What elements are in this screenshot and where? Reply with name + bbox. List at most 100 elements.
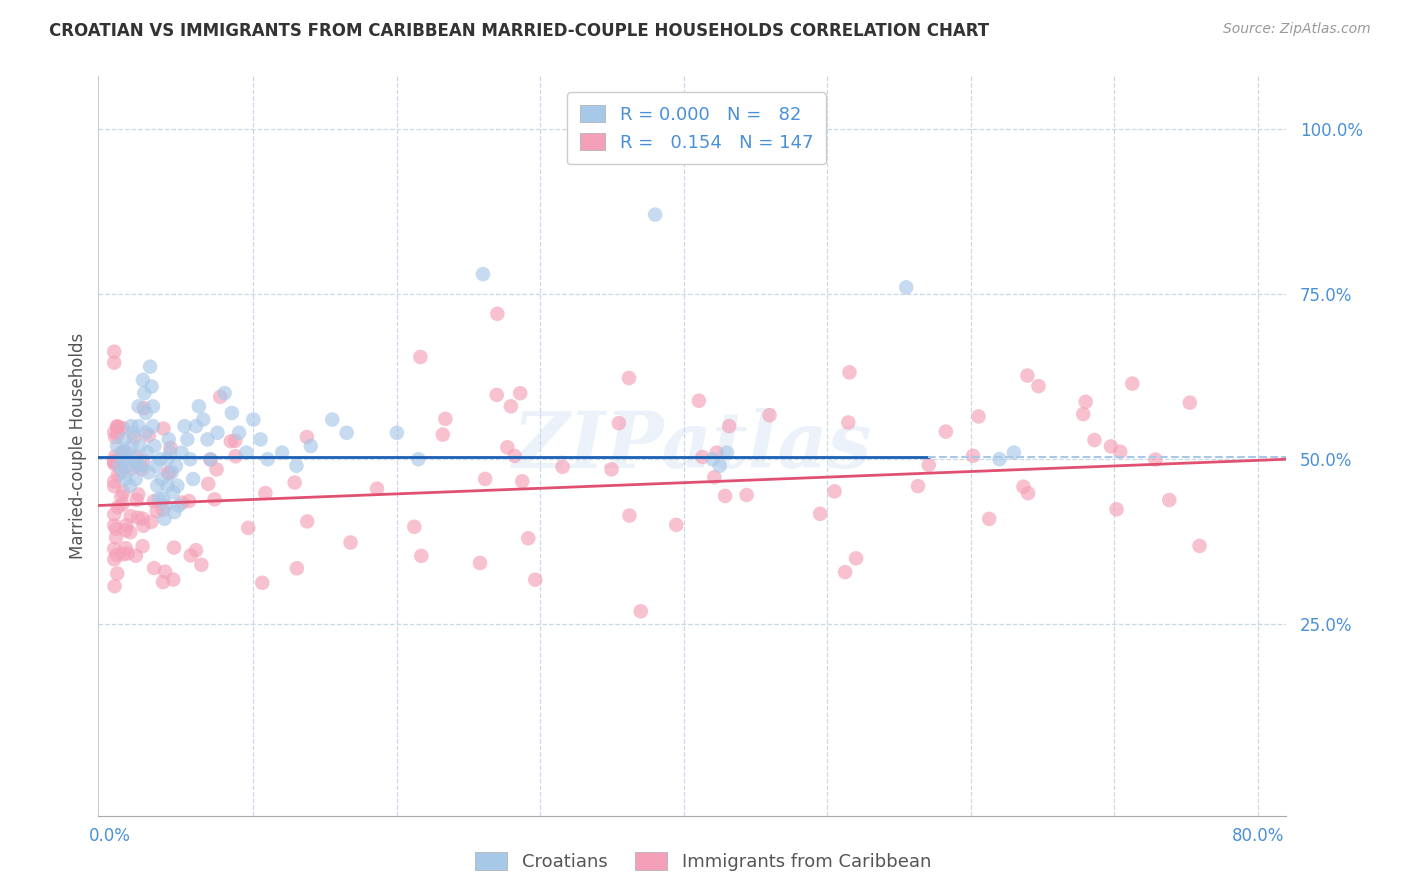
Point: [249, 433, 271, 447]
Point: [138, 466, 160, 480]
Point: [120, 439, 142, 453]
Text: ZIPatlas: ZIPatlas: [513, 408, 872, 484]
Point: [485, 388, 508, 402]
Point: [127, 458, 149, 473]
Point: [617, 371, 640, 385]
Point: [600, 462, 623, 476]
Point: [103, 579, 125, 593]
Point: [148, 491, 170, 506]
Point: [214, 386, 236, 401]
Point: [104, 449, 127, 463]
Point: [1178, 395, 1201, 409]
Point: [385, 425, 408, 440]
Point: [153, 512, 176, 526]
Point: [107, 467, 129, 482]
Point: [619, 508, 641, 523]
Point: [108, 458, 131, 473]
Point: [117, 458, 139, 473]
Point: [411, 549, 433, 563]
Point: [221, 406, 243, 420]
Point: [434, 412, 457, 426]
Point: [152, 575, 174, 590]
Legend: Croatians, Immigrants from Caribbean: Croatians, Immigrants from Caribbean: [468, 846, 938, 879]
Point: [105, 439, 128, 453]
Point: [142, 419, 165, 434]
Point: [295, 430, 318, 444]
Point: [1028, 379, 1050, 393]
Point: [129, 439, 152, 453]
Point: [156, 452, 179, 467]
Point: [228, 425, 250, 440]
Point: [167, 499, 190, 513]
Point: [692, 450, 714, 464]
Point: [499, 399, 522, 413]
Point: [235, 445, 257, 459]
Point: [366, 482, 388, 496]
Point: [474, 472, 496, 486]
Point: [179, 452, 201, 467]
Point: [200, 452, 222, 467]
Point: [197, 476, 219, 491]
Point: [824, 484, 846, 499]
Point: [284, 475, 307, 490]
Point: [125, 492, 148, 507]
Point: [152, 491, 174, 506]
Point: [105, 548, 128, 562]
Point: [103, 508, 125, 522]
Point: [409, 350, 432, 364]
Point: [115, 518, 138, 533]
Point: [321, 412, 343, 426]
Point: [486, 307, 509, 321]
Point: [127, 487, 149, 501]
Point: [1017, 368, 1039, 383]
Point: [1017, 486, 1039, 500]
Point: [238, 521, 260, 535]
Point: [145, 458, 167, 473]
Point: [120, 419, 142, 434]
Point: [285, 458, 308, 473]
Point: [159, 445, 181, 459]
Point: [205, 462, 228, 476]
Point: [114, 541, 136, 555]
Point: [271, 445, 294, 459]
Point: [688, 393, 710, 408]
Point: [190, 558, 212, 572]
Point: [146, 478, 169, 492]
Point: [103, 475, 125, 489]
Point: [131, 539, 153, 553]
Point: [132, 373, 155, 387]
Point: [103, 518, 125, 533]
Point: [187, 400, 209, 414]
Point: [103, 552, 125, 566]
Point: [200, 452, 222, 467]
Point: [115, 445, 138, 459]
Point: [104, 531, 127, 545]
Point: [142, 400, 165, 414]
Point: [408, 452, 430, 467]
Point: [472, 267, 495, 281]
Point: [118, 478, 141, 492]
Point: [111, 421, 134, 435]
Point: [135, 406, 157, 420]
Point: [112, 445, 135, 459]
Point: [224, 434, 246, 448]
Point: [1071, 407, 1094, 421]
Point: [111, 547, 134, 561]
Point: [630, 604, 652, 618]
Point: [162, 573, 184, 587]
Point: [131, 458, 153, 473]
Point: [104, 522, 127, 536]
Point: [896, 280, 918, 294]
Text: Source: ZipAtlas.com: Source: ZipAtlas.com: [1223, 22, 1371, 37]
Point: [336, 425, 359, 440]
Point: [184, 419, 207, 434]
Point: [111, 497, 134, 511]
Point: [714, 489, 737, 503]
Point: [163, 505, 186, 519]
Point: [163, 541, 186, 555]
Point: [103, 457, 125, 471]
Point: [845, 551, 868, 566]
Point: [135, 425, 157, 440]
Point: [1099, 439, 1122, 453]
Point: [132, 401, 155, 415]
